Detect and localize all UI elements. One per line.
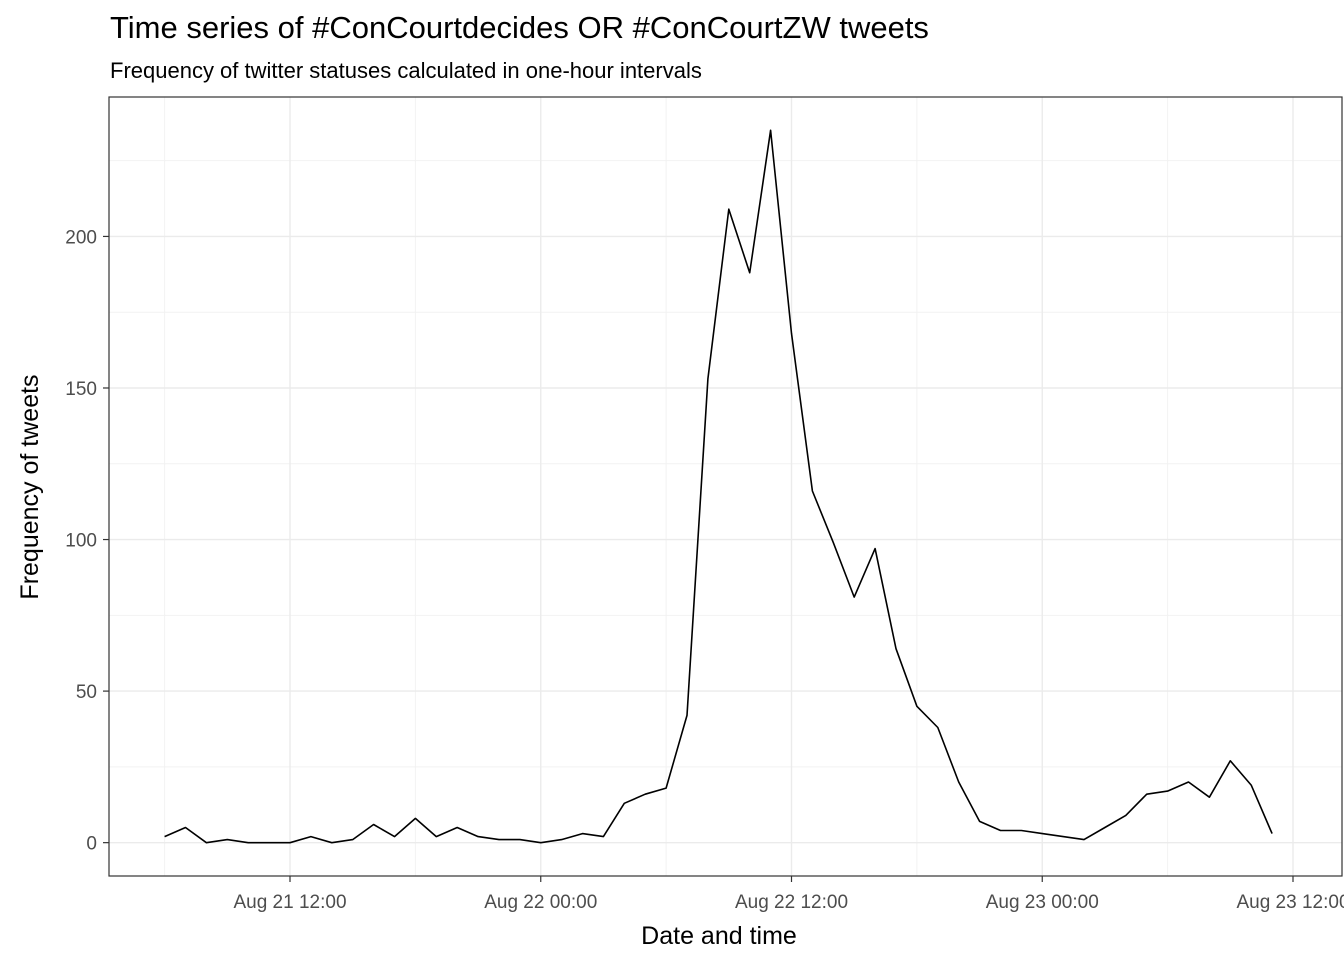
y-tick-label: 150: [65, 379, 97, 400]
x-tick-label: Aug 23 00:00: [986, 892, 1099, 913]
y-axis-title: Frequency of tweets: [16, 374, 44, 599]
x-tick-label: Aug 22 12:00: [735, 892, 848, 913]
y-tick-label: 100: [65, 531, 97, 552]
chart-subtitle: Frequency of twitter statuses calculated…: [110, 58, 702, 83]
chart-title: Time series of #ConCourtdecides OR #ConC…: [110, 10, 929, 45]
series-line: [164, 129, 1273, 844]
y-axis: 0 50 100 150 200: [65, 227, 109, 855]
x-axis: Aug 21 12:00 Aug 22 00:00 Aug 22 12:00 Aug …: [233, 876, 1344, 913]
x-tick-label: Aug 23 12:00: [1236, 892, 1344, 913]
x-axis-title: Date and time: [641, 922, 797, 950]
major-gridlines: [109, 97, 1342, 876]
minor-gridlines: [109, 97, 1342, 876]
y-tick-label: 50: [76, 682, 97, 703]
plot-panel-border: [108, 96, 1343, 877]
x-tick-label: Aug 22 00:00: [484, 892, 597, 913]
x-tick-label: Aug 21 12:00: [233, 892, 346, 913]
y-tick-label: 200: [65, 227, 97, 248]
y-tick-label: 0: [86, 834, 97, 855]
